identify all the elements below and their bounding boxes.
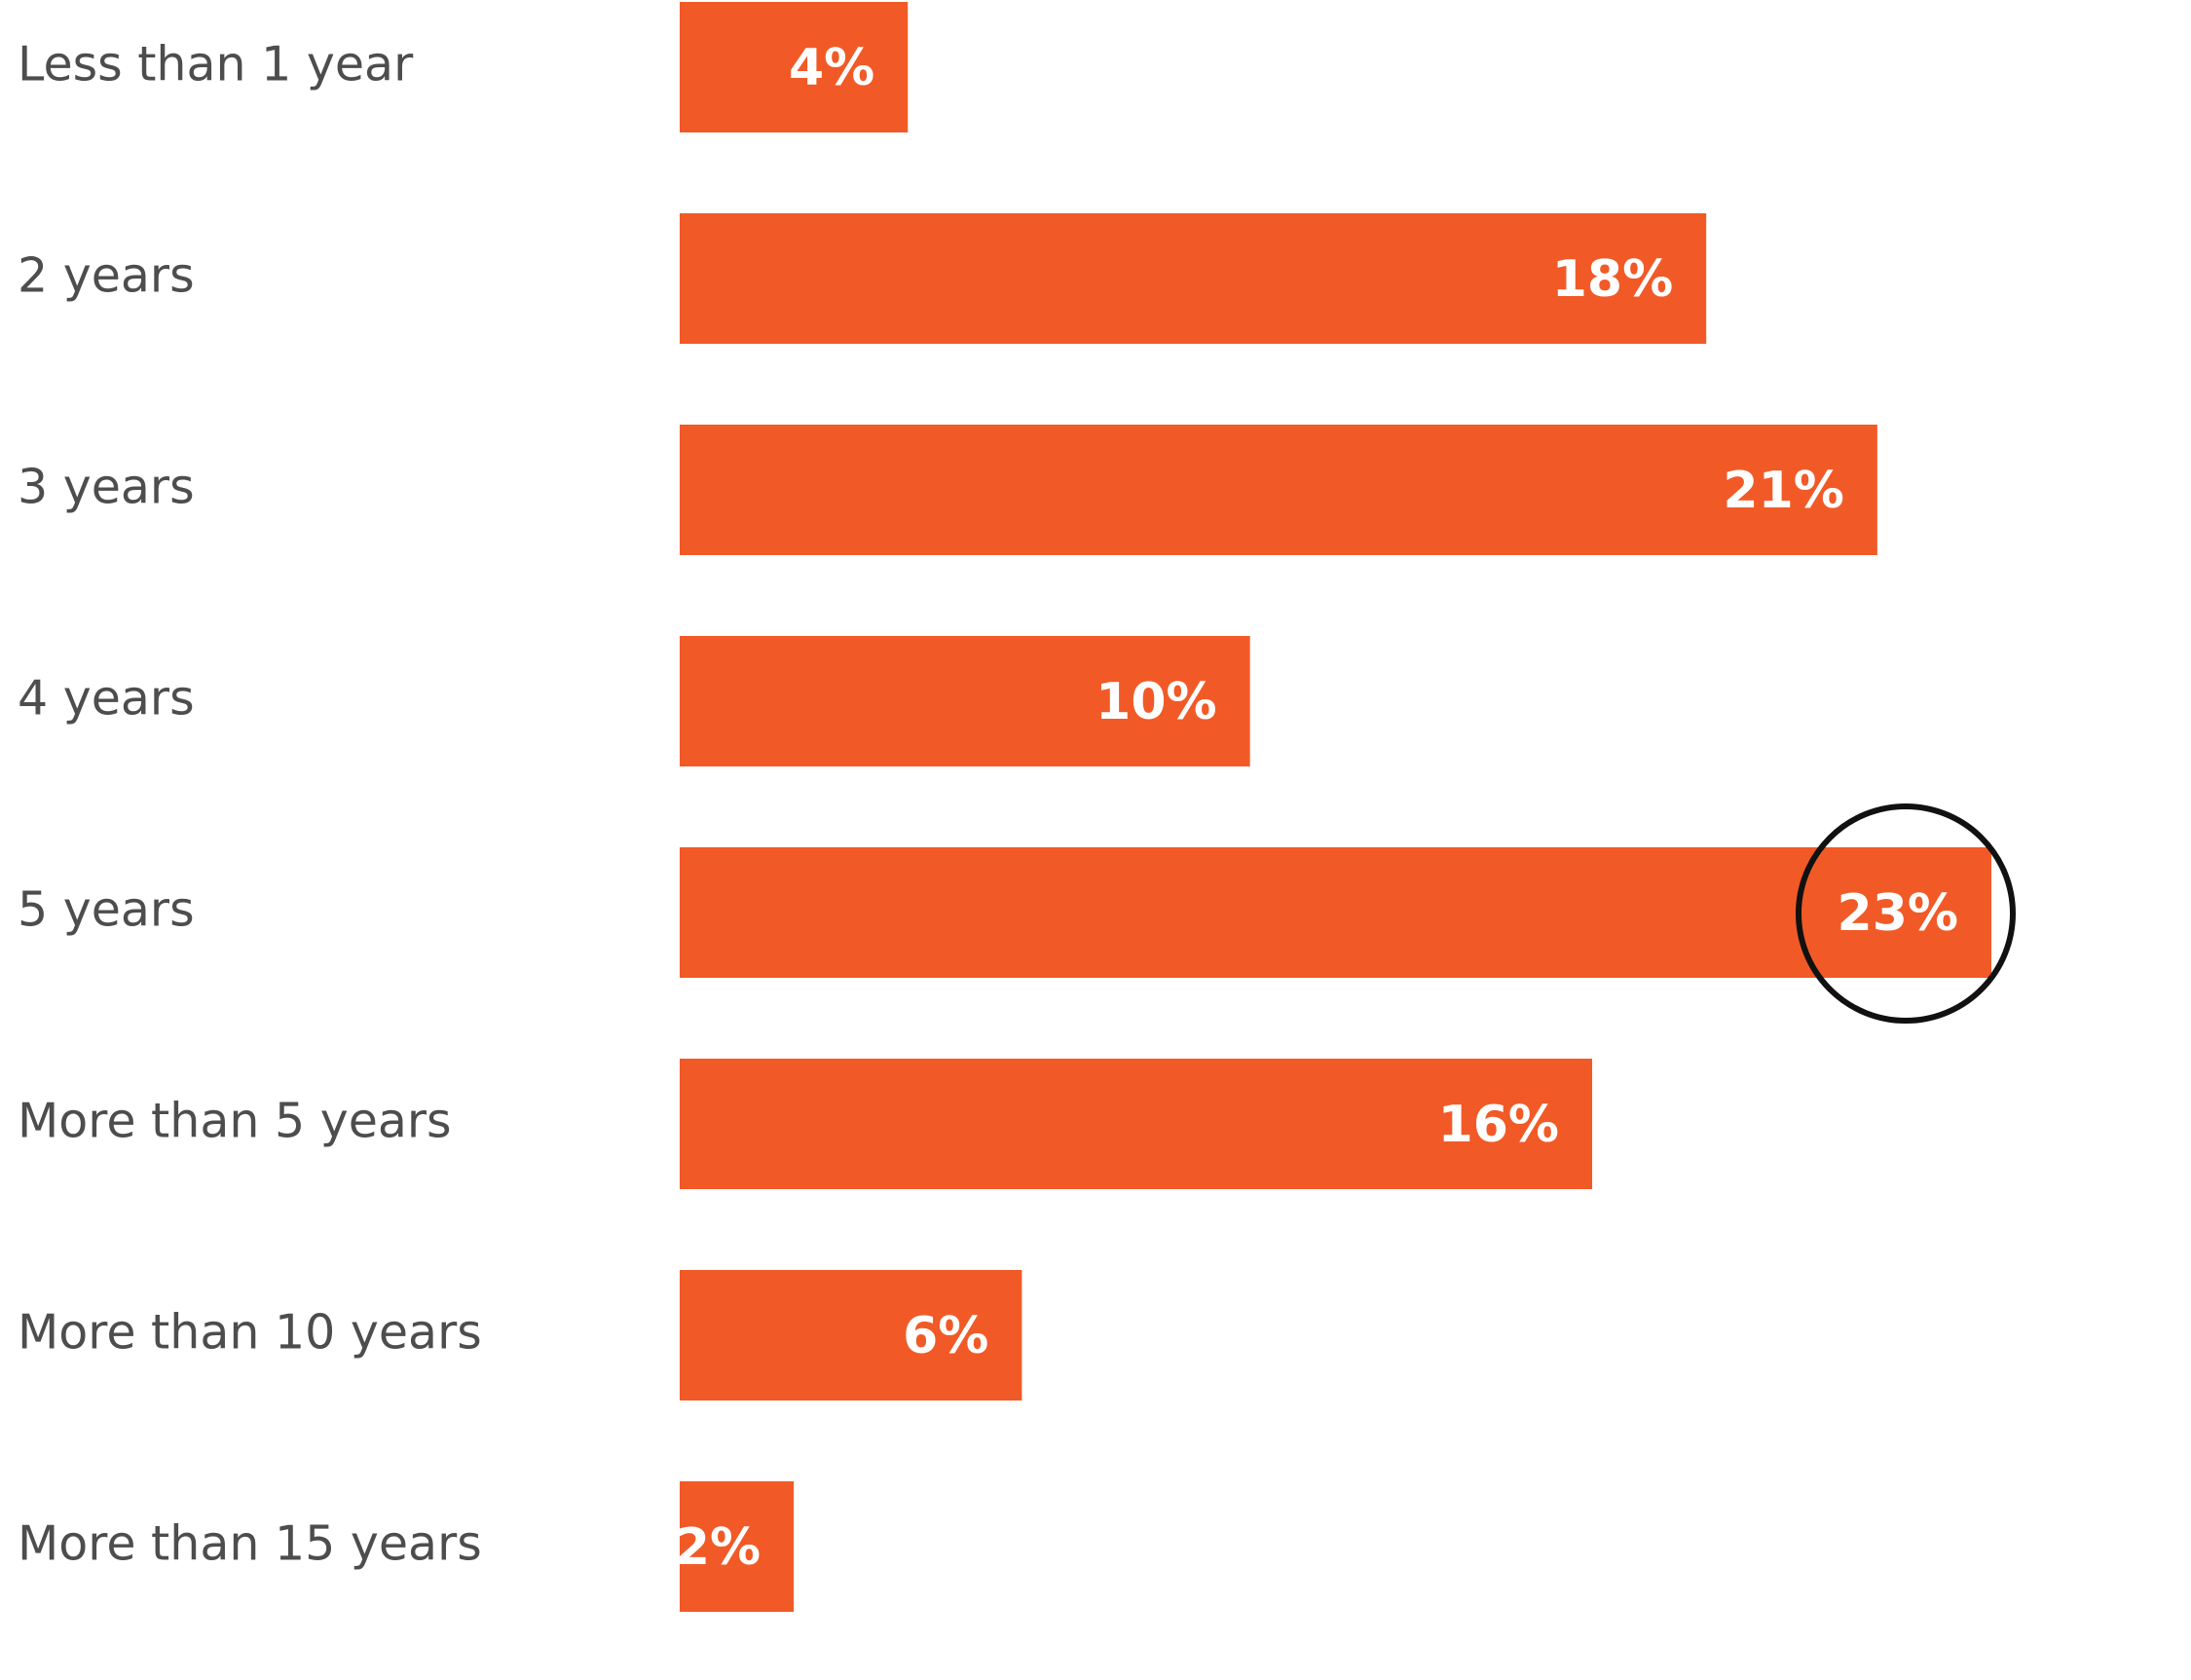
category-label-2-years: 2 years <box>18 248 195 304</box>
value-label-more-than-5-years: 16% <box>1438 1096 1559 1154</box>
bar-5-years <box>680 847 1991 978</box>
bar-4-years <box>680 636 1250 766</box>
category-labels-group: Less than 1 year 2 years 3 years 4 years 5 y… <box>18 37 482 1572</box>
bar-more-than-5-years <box>680 1059 1593 1189</box>
category-label-more-than-10-years: More than 10 years <box>18 1305 482 1361</box>
category-label-4-years: 4 years <box>18 671 195 727</box>
value-label-more-than-15-years: 2% <box>675 1518 761 1577</box>
value-label-2-years: 18% <box>1552 250 1673 309</box>
value-label-more-than-10-years: 6% <box>903 1307 988 1365</box>
bar-less-than-1-year <box>680 2 909 132</box>
category-label-5-years: 5 years <box>18 882 195 938</box>
bar-more-than-10-years <box>680 1270 1022 1400</box>
bar-more-than-15-years <box>680 1481 795 1612</box>
bar-3-years <box>680 425 1877 555</box>
value-label-3-years: 21% <box>1723 462 1843 520</box>
category-label-more-than-5-years: More than 5 years <box>18 1094 452 1149</box>
highlight-group <box>1796 803 2016 1024</box>
bars-group <box>680 2 1991 1612</box>
category-label-3-years: 3 years <box>18 460 195 515</box>
bar-2-years <box>680 213 1707 344</box>
value-label-less-than-1-year: 4% <box>789 39 874 97</box>
category-label-less-than-1-year: Less than 1 year <box>18 37 414 93</box>
value-label-5-years: 23% <box>1838 884 1958 943</box>
category-label-more-than-15-years: More than 15 years <box>18 1516 482 1572</box>
highlight-circle <box>1796 803 2016 1024</box>
value-label-4-years: 10% <box>1096 673 1216 731</box>
value-labels-group: 4% 18% 21% 10% 23% 16% 6% 2% <box>675 39 1958 1577</box>
